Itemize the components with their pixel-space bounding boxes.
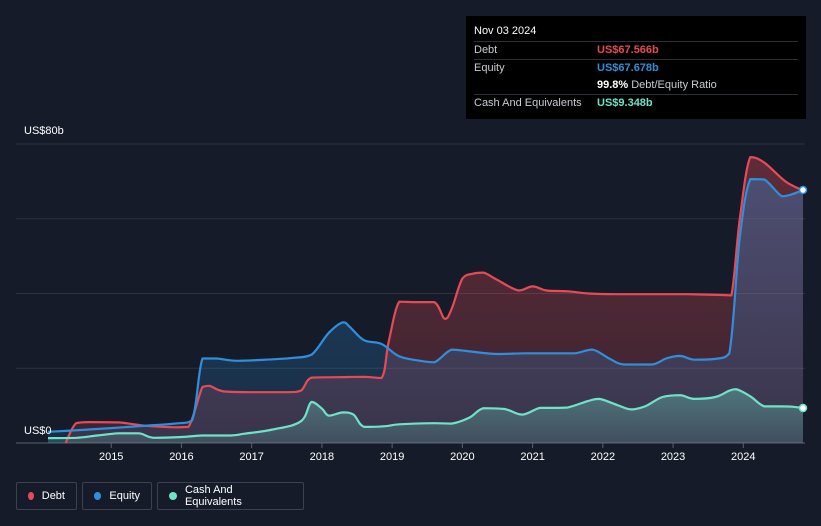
data-tooltip: Nov 03 2024 Debt US$67.566b Equity US$67… bbox=[466, 16, 806, 119]
x-tick-label: 2018 bbox=[310, 451, 334, 463]
x-tick-label: 2024 bbox=[731, 451, 755, 463]
series-endpoints bbox=[798, 185, 808, 413]
x-tick-label: 2016 bbox=[169, 451, 193, 463]
cash-line bbox=[47, 388, 804, 440]
equity-line bbox=[47, 178, 804, 433]
tooltip-cash-value: US$9.348b bbox=[597, 97, 653, 109]
tooltip-row-ratio: 99.8% Debt/Equity Ratio bbox=[474, 77, 798, 94]
x-tick-label: 2017 bbox=[239, 451, 263, 463]
x-tick-label: 2022 bbox=[591, 451, 615, 463]
y-axis-min-label: US$0 bbox=[24, 425, 52, 437]
series-areas bbox=[48, 157, 804, 443]
legend-cash-dot-icon bbox=[169, 492, 177, 500]
legend-cash-label: Cash And Equivalents bbox=[184, 484, 242, 508]
x-tick-label: 2015 bbox=[99, 451, 123, 463]
equity-endpoint-marker bbox=[798, 185, 808, 195]
x-tick-label: 2023 bbox=[661, 451, 685, 463]
tooltip-ratio-label: Debt/Equity Ratio bbox=[631, 79, 717, 91]
legend-debt-label: Debt bbox=[41, 490, 65, 502]
x-tick-label: 2019 bbox=[380, 451, 404, 463]
tooltip-ratio: 99.8% Debt/Equity Ratio bbox=[597, 77, 717, 94]
x-tick-label: 2020 bbox=[450, 451, 474, 463]
x-axis-ticks: 2015 2016 2017 2018 2019 2020 2021 2022 2023 2024 bbox=[99, 443, 756, 463]
legend-item-cash[interactable]: Cash And Equivalents bbox=[157, 482, 304, 510]
y-axis-max-label: US$80b bbox=[24, 125, 64, 137]
cash-area bbox=[48, 389, 803, 443]
tooltip-debt-value: US$67.566b bbox=[597, 44, 659, 56]
tooltip-debt-label: Debt bbox=[474, 44, 498, 56]
tooltip-ratio-value: 99.8% bbox=[597, 79, 629, 91]
x-tick-label: 2021 bbox=[520, 451, 544, 463]
tooltip-row-equity: Equity US$67.678b bbox=[474, 59, 798, 77]
tooltip-date: Nov 03 2024 bbox=[474, 25, 537, 37]
tooltip-cash-label: Cash And Equivalents bbox=[474, 97, 582, 109]
tooltip-row-cash: Cash And Equivalents US$9.348b bbox=[474, 94, 798, 112]
legend-equity-dot-icon bbox=[94, 492, 102, 500]
legend-item-equity[interactable]: Equity bbox=[82, 482, 152, 510]
legend-item-debt[interactable]: Debt bbox=[16, 482, 77, 510]
series-lines bbox=[47, 156, 804, 444]
tooltip-equity-value: US$67.678b bbox=[597, 62, 659, 74]
cash-endpoint-marker bbox=[798, 403, 808, 413]
debt-line bbox=[64, 156, 804, 444]
tooltip-equity-label: Equity bbox=[474, 62, 505, 74]
legend-equity-label: Equity bbox=[109, 490, 140, 502]
equity-area bbox=[48, 179, 803, 443]
legend-debt-dot-icon bbox=[28, 492, 34, 500]
tooltip-row-debt: Debt US$67.566b bbox=[474, 41, 798, 59]
